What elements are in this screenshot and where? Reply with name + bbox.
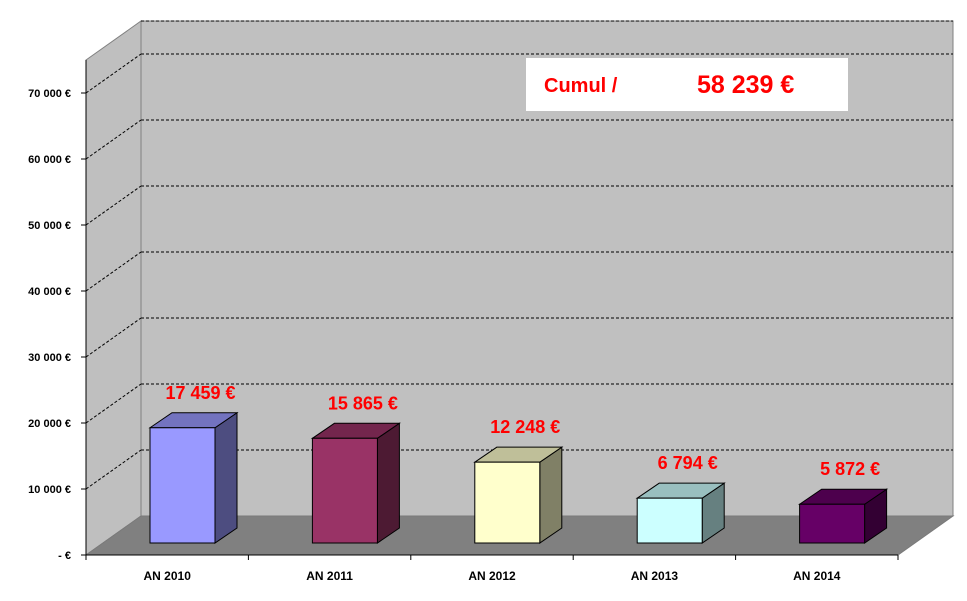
bar [799, 503, 866, 544]
data-label: 17 459 € [165, 383, 235, 403]
y-tick-label: 20 000 € [28, 418, 71, 430]
data-label: 15 865 € [328, 393, 398, 413]
data-labels: 17 459 € 15 865 € 12 248 € 6 794 € 5 872 € [165, 383, 880, 479]
y-tick-label: 40 000 € [28, 286, 71, 298]
y-tick-label: 70 000 € [28, 88, 71, 100]
gridline-side [85, 185, 142, 226]
bar [311, 437, 378, 544]
cumul-annotation: Cumul / 58 239 € [526, 58, 848, 111]
y-tick-label: 60 000 € [28, 154, 71, 166]
bar-side [539, 446, 563, 544]
gridline-side [85, 449, 142, 490]
x-tick-label: AN 2013 [631, 569, 679, 583]
y-tick-label: 30 000 € [28, 352, 71, 364]
cumul-value: 58 239 € [697, 71, 794, 99]
x-tick-label: AN 2010 [144, 569, 192, 583]
bar-side [214, 411, 238, 544]
data-label: 5 872 € [820, 459, 880, 479]
bar [636, 497, 703, 544]
side-wall [85, 20, 142, 556]
x-tick-label: AN 2014 [793, 569, 841, 583]
y-tick-label: - € [58, 550, 71, 562]
bar [474, 461, 541, 544]
gridline-side [85, 383, 142, 424]
bars [148, 411, 889, 544]
axes: - € 10 000 € 20 000 € 30 000 € 40 000 € 50 00… [28, 60, 899, 583]
bar [149, 427, 216, 544]
data-label: 6 794 € [658, 453, 718, 473]
y-tick-label: 50 000 € [28, 220, 71, 232]
gridline-side [85, 119, 142, 160]
y-tick-label: 10 000 € [28, 484, 71, 496]
gridline-side [85, 251, 142, 292]
cumul-label: Cumul / [544, 75, 618, 97]
gridline-side [85, 53, 142, 94]
cumul-box [526, 58, 848, 111]
gridline-side [85, 317, 142, 358]
data-label: 12 248 € [490, 417, 560, 437]
x-tick-label: AN 2012 [468, 569, 516, 583]
x-tick-label: AN 2011 [306, 569, 353, 583]
bar-side [376, 422, 400, 544]
